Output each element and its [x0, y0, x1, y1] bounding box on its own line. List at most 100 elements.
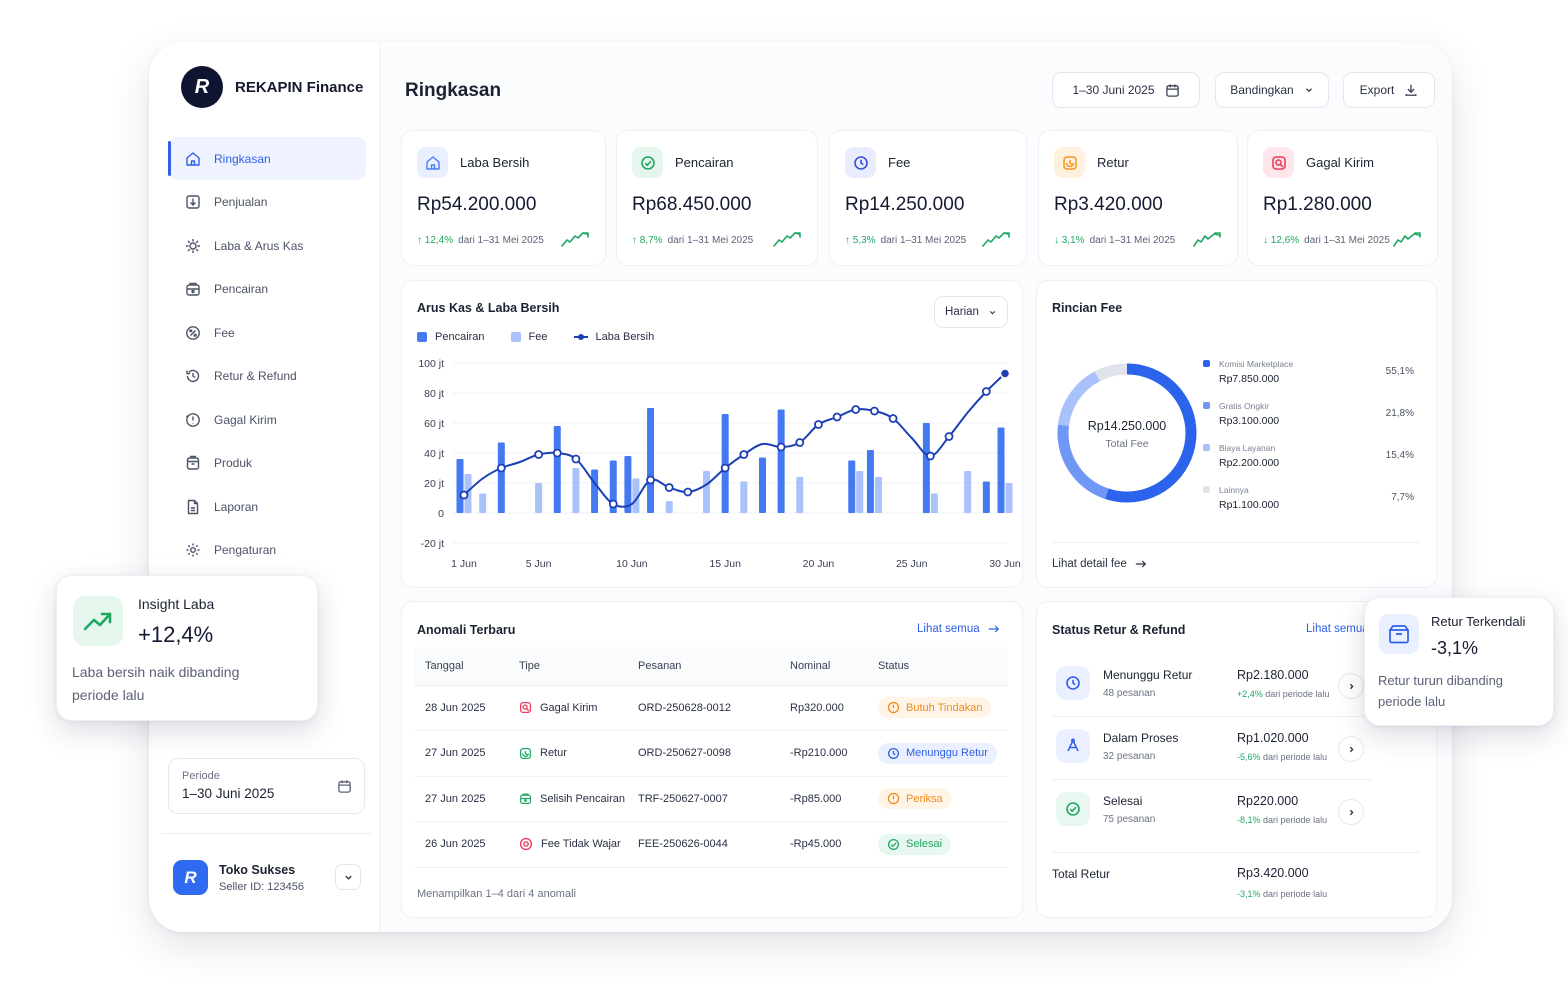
sidebar-item-label: Produk	[214, 456, 253, 470]
store-profile[interactable]: R Toko Sukses Seller ID: 123456	[173, 860, 304, 895]
status-label: Menunggu Retur	[906, 747, 988, 760]
kpi-card-gagal-kirim[interactable]: Gagal Kirim Rp1.280.000 ↓ 12,6% dari 1–3…	[1247, 130, 1438, 266]
column-header: Pesanan	[627, 647, 779, 686]
kpi-delta: ↓ 3,1% dari 1–31 Mei 2025	[1054, 235, 1175, 246]
column-header: Tipe	[508, 647, 627, 686]
store-menu-button[interactable]	[335, 864, 361, 890]
y-tick-label: 20 jt	[424, 478, 444, 490]
status-badge[interactable]: Menunggu Retur	[878, 742, 997, 764]
download-box-icon	[185, 194, 201, 210]
legend-laba-bersih[interactable]: Laba Bersih	[573, 331, 654, 343]
point-laba-bersih	[571, 454, 581, 464]
kpi-value: Rp68.450.000	[632, 194, 752, 215]
compare-dropdown[interactable]: Bandingkan	[1215, 72, 1329, 108]
status-badge[interactable]: Selesai	[878, 833, 952, 855]
point-laba-bersih	[832, 412, 842, 422]
return-insight-value: -3,1%	[1431, 638, 1479, 658]
bar-fee	[930, 493, 938, 513]
kpi-label: Laba Bersih	[460, 155, 530, 170]
return-status-row[interactable]: Menunggu Retur 48 pesanan Rp2.180.000 +2…	[1037, 653, 1372, 716]
sidebar-item-pencairan[interactable]: Pencairan	[168, 268, 366, 311]
fee-detail-link[interactable]: Lihat detail fee	[1052, 558, 1147, 570]
delta-value: ↓ 12,6%	[1263, 235, 1300, 246]
calendar-icon	[1165, 83, 1179, 97]
donut-slice-gratis-ongkir[interactable]	[1057, 363, 1197, 503]
table-row[interactable]: 28 Jun 2025 Gagal Kirim ORD-250628-0012 …	[414, 685, 1008, 731]
brand[interactable]: R REKAPIN Finance	[181, 66, 363, 108]
fee-item[interactable]: Gratis Ongkir Rp3.100.000	[1203, 401, 1279, 427]
check-circle-icon	[887, 838, 900, 851]
date-range-button[interactable]: 1–30 Juni 2025	[1052, 72, 1200, 108]
cashflow-card: Arus Kas & Laba Bersih Harian Pencairan …	[401, 280, 1023, 588]
sidebar-item-laporan[interactable]: Laporan	[168, 485, 366, 528]
cell-amount: Rp320.000	[779, 685, 867, 731]
point-laba-bersih	[720, 463, 730, 473]
document-icon	[185, 499, 201, 515]
check-circle-icon	[1056, 792, 1090, 826]
sidebar-item-ringkasan[interactable]: Ringkasan	[168, 137, 366, 180]
sidebar-item-fee[interactable]: Fee	[168, 311, 366, 354]
cell-amount: -Rp85.000	[779, 776, 867, 822]
return-see-all-link[interactable]: Lihat semua	[1306, 623, 1369, 635]
bar-pencairan	[591, 469, 599, 513]
chevron-right-icon	[1349, 683, 1354, 689]
return-insight-card: Retur Terkendali -3,1% Retur turun diban…	[1364, 597, 1554, 726]
legend-fee[interactable]: Fee	[510, 331, 548, 343]
cell-date: 26 Jun 2025	[414, 821, 508, 868]
return-status-row[interactable]: Dalam Proses 32 pesanan Rp1.020.000 -5,6…	[1037, 716, 1372, 779]
column-header: Tanggal	[414, 647, 508, 686]
sidebar-item-pengaturan[interactable]: Pengaturan	[168, 529, 366, 572]
x-tick-label: 30 Jun	[989, 558, 1021, 570]
period-dropdown[interactable]: Harian	[934, 296, 1008, 328]
donut-slice-lainnya[interactable]	[1057, 363, 1197, 503]
bar-pencairan	[982, 481, 990, 513]
x-tick-label: 10 Jun	[616, 558, 648, 570]
chevron-down-icon	[1305, 88, 1312, 93]
y-tick-label: 80 jt	[424, 388, 444, 400]
table-row[interactable]: 27 Jun 2025 Retur ORD-250627-0098 -Rp210…	[414, 730, 1008, 777]
delta-value: ↑ 5,3%	[845, 235, 876, 246]
anomaly-see-all-link[interactable]: Lihat semua	[917, 623, 1000, 635]
sidebar-item-gagal-kirim[interactable]: Gagal Kirim	[168, 398, 366, 441]
cell-status: Menunggu Retur	[867, 730, 1008, 777]
point-laba-bersih	[776, 442, 786, 452]
type-label: Selisih Pencairan	[540, 792, 625, 805]
bar-pencairan	[624, 456, 632, 513]
kpi-card-fee[interactable]: Fee Rp14.250.000 ↑ 5,3% dari 1–31 Mei 20…	[829, 130, 1027, 266]
status-badge[interactable]: Butuh Tindakan	[878, 697, 992, 719]
kpi-card-pencairan[interactable]: Pencairan Rp68.450.000 ↑ 8,7% dari 1–31 …	[616, 130, 818, 266]
table-row[interactable]: 27 Jun 2025 Selisih Pencairan TRF-250627…	[414, 776, 1008, 822]
cashflow-icon	[185, 238, 201, 254]
fee-item-percent: 15,4%	[1385, 450, 1414, 461]
chevron-right-button[interactable]	[1338, 799, 1364, 825]
fee-item[interactable]: Biaya Layanan Rp2.200.000	[1203, 443, 1279, 469]
fee-item[interactable]: Lainnya Rp1.100.000	[1203, 485, 1279, 511]
kpi-card-laba-bersih[interactable]: Laba Bersih Rp54.200.000 ↑ 12,4% dari 1–…	[401, 130, 606, 266]
sidebar-item-produk[interactable]: Produk	[168, 442, 366, 485]
fee-item[interactable]: Komisi Marketplace Rp7.850.000	[1203, 359, 1293, 385]
kpi-value: Rp14.250.000	[845, 194, 965, 215]
sidebar-item-laba-arus-kas[interactable]: Laba & Arus Kas	[168, 224, 366, 267]
return-status-row[interactable]: Selesai 75 pesanan Rp220.000 -8,1% dari …	[1037, 779, 1372, 842]
sidebar-item-penjualan[interactable]: Penjualan	[168, 181, 366, 224]
sidebar-item-retur-refund[interactable]: Retur & Refund	[168, 355, 366, 398]
period-selector[interactable]: Periode 1–30 Juni 2025	[168, 758, 365, 814]
fee-donut-chart	[1057, 363, 1197, 503]
x-tick-label: 5 Jun	[526, 558, 552, 570]
sidebar-item-label: Laporan	[214, 499, 259, 514]
chevron-right-button[interactable]	[1338, 673, 1364, 699]
table-row[interactable]: 26 Jun 2025 Fee Tidak Wajar FEE-250626-0…	[414, 821, 1008, 868]
chevron-right-button[interactable]	[1338, 736, 1364, 762]
return-insight-description: Retur turun dibanding periode lalu	[1378, 673, 1504, 709]
delta-from: dari 1–31 Mei 2025	[1089, 235, 1176, 246]
delta-value: -8,1%	[1237, 815, 1261, 825]
x-tick-label: 20 Jun	[803, 558, 835, 570]
column-header: Nominal	[779, 647, 867, 686]
legend-pencairan[interactable]: Pencairan	[417, 331, 485, 343]
status-badge[interactable]: Periksa	[878, 788, 952, 810]
export-button[interactable]: Export	[1343, 72, 1435, 108]
bar-fee	[535, 483, 543, 513]
kpi-card-retur[interactable]: Retur Rp3.420.000 ↓ 3,1% dari 1–31 Mei 2…	[1038, 130, 1238, 266]
fee-item-label: Gratis Ongkir	[1219, 401, 1270, 411]
home-icon	[417, 147, 448, 178]
